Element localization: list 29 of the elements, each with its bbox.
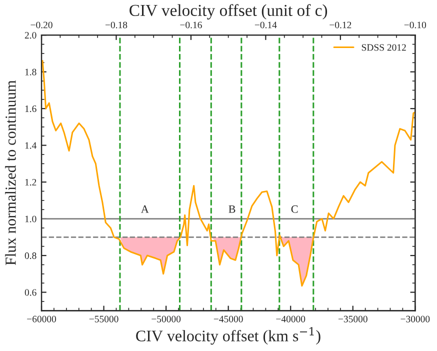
- x2-tick-label: −0.10: [404, 22, 426, 28]
- x-axis-title: CIV velocity offset (km s$^{−1}$): [136, 327, 320, 345]
- annotation: B: [228, 205, 236, 213]
- x-tick-label: −60000: [27, 316, 56, 322]
- y-tick-label: 1.2: [25, 178, 36, 186]
- y-tick-label: 1.0: [25, 216, 36, 222]
- legend-label: SDSS 2012: [362, 44, 406, 51]
- y-tick-label: 1.8: [25, 68, 36, 76]
- y-tick-label: 0.6: [24, 289, 36, 296]
- x-tick-label: −40000: [276, 316, 306, 322]
- x2-tick-label: −0.18: [105, 22, 128, 28]
- x-tick-label: −55000: [89, 316, 118, 322]
- y-tick-label: 1.6: [25, 106, 36, 112]
- x2-tick-label: −0.20: [30, 22, 52, 28]
- y-tick-label: 1.4: [25, 142, 36, 149]
- x2-tick-label: −0.12: [330, 22, 352, 28]
- x2-tick-label: −0.14: [254, 22, 277, 28]
- x-tick-label: −45000: [214, 316, 243, 322]
- line-series: [42, 60, 416, 287]
- annotation: C: [291, 205, 298, 213]
- annotation: A: [140, 205, 149, 213]
- x-tick-label: −30000: [400, 316, 430, 322]
- x2-tick-label: −0.16: [180, 22, 202, 28]
- y-tick-label: 2.0: [24, 32, 36, 39]
- y-tick-label: 0.8: [24, 252, 36, 260]
- x-tick-label: −50000: [152, 316, 181, 322]
- x2-axis-title: CIV velocity offset (unit of c): [130, 4, 328, 20]
- x-tick-label: −35000: [338, 316, 368, 322]
- y-axis-title: Flux normalized to continuum: [5, 80, 16, 266]
